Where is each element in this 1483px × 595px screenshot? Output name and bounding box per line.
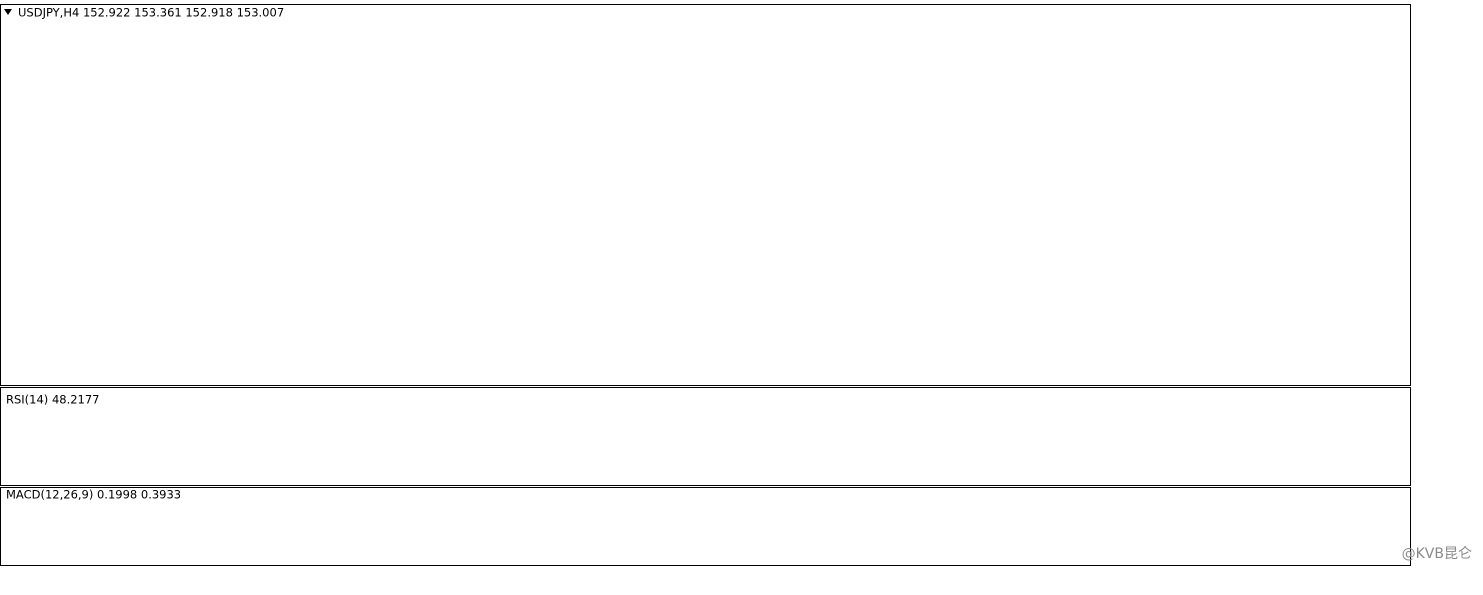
macd-title: MACD(12,26,9) 0.1998 0.3933	[6, 488, 181, 502]
rsi-title: RSI(14) 48.2177	[6, 393, 100, 407]
watermark: @KVB昆仑	[1402, 546, 1472, 562]
price-panel	[0, 4, 1411, 386]
rsi-panel	[0, 387, 1411, 486]
macd-panel	[0, 487, 1411, 566]
labels: USDJPY,H4 152.922 153.361 152.918 153.00…	[4, 6, 1472, 562]
menu-arrow[interactable]	[4, 9, 12, 15]
price-title: USDJPY,H4 152.922 153.361 152.918 153.00…	[18, 6, 284, 20]
